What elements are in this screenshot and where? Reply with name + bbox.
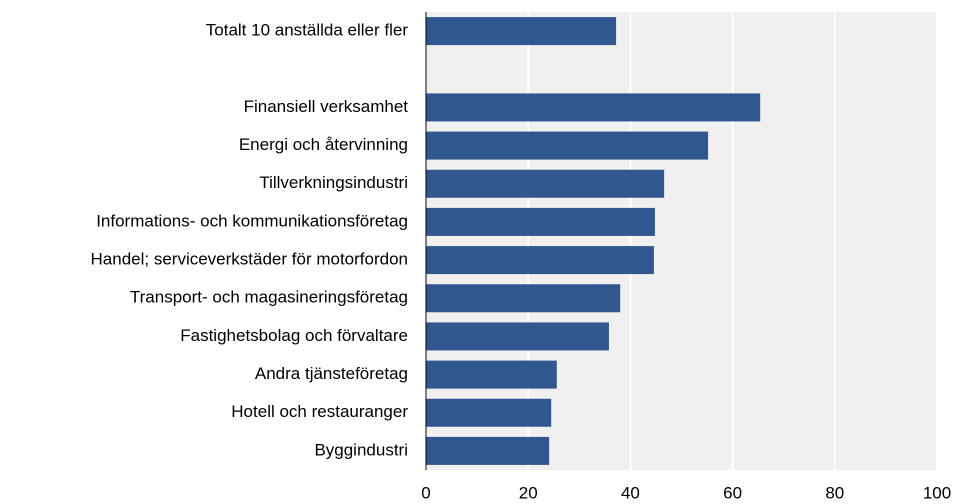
bar	[426, 93, 761, 122]
y-tick-label: Byggindustri	[314, 440, 408, 459]
plot-background	[426, 12, 937, 470]
bar	[426, 169, 665, 198]
y-tick-label: Transport- och magasineringsföretag	[130, 288, 408, 307]
y-tick-label: Finansiell verksamhet	[244, 97, 409, 116]
bar	[426, 131, 709, 160]
x-tick-label: 40	[621, 483, 640, 502]
x-tick-label: 60	[723, 483, 742, 502]
x-tick-label: 20	[519, 483, 538, 502]
bar	[426, 398, 552, 427]
y-tick-label: Totalt 10 anställda eller fler	[206, 21, 409, 40]
y-tick-label: Fastighetsbolag och förvaltare	[180, 326, 408, 345]
bar	[426, 246, 654, 275]
x-tick-label: 80	[825, 483, 844, 502]
y-tick-label: Energi och återvinning	[239, 135, 408, 154]
bar	[426, 284, 621, 313]
x-tick-label: 100	[923, 483, 951, 502]
bar	[426, 17, 617, 46]
y-tick-label: Tillverkningsindustri	[259, 173, 408, 192]
bar	[426, 322, 609, 351]
x-tick-label: 0	[421, 483, 430, 502]
y-tick-label: Handel; serviceverkstäder för motorfordo…	[91, 250, 408, 269]
y-tick-label: Hotell och restauranger	[231, 402, 408, 421]
bar	[426, 207, 655, 236]
y-tick-label: Andra tjänsteföretag	[255, 364, 408, 383]
y-tick-label: Informations- och kommunikationsföretag	[96, 211, 408, 230]
bar	[426, 436, 550, 465]
bar	[426, 360, 557, 389]
